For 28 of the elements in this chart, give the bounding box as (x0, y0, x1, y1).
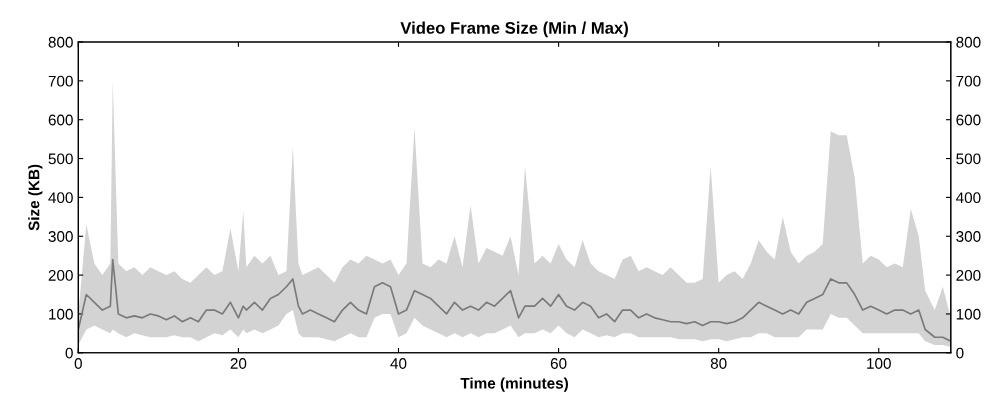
x-tick-label: 80 (710, 358, 727, 369)
y2-tick-label: 600 (956, 114, 981, 126)
y-tick-label: 300 (48, 231, 73, 242)
y2-tick-label: 500 (956, 153, 981, 165)
y-tick-label: 400 (48, 192, 73, 204)
x-tick-label: 100 (867, 358, 891, 369)
x-tick-label: 20 (230, 358, 247, 369)
y-axis-title: Size (KB) (28, 164, 43, 231)
y2-tick-label: 800 (956, 36, 981, 48)
y2-tick-label: 700 (956, 75, 981, 87)
y-tick-label: 0 (65, 347, 73, 359)
y-tick-label: 800 (48, 36, 73, 48)
y2-tick-label: 100 (956, 308, 981, 320)
y-tick-label: 700 (48, 75, 73, 87)
y-tick-label: 600 (48, 114, 73, 126)
y2-tick-label: 0 (956, 347, 964, 359)
y-tick-label: 100 (49, 308, 73, 320)
y-tick-label: 500 (48, 153, 73, 165)
y2-tick-label: 400 (956, 192, 981, 204)
x-tick-label: 40 (390, 358, 407, 369)
x-tick-label: 0 (74, 358, 82, 369)
line-series (78, 258, 951, 342)
y-tick-label: 200 (48, 269, 73, 281)
x-tick-label: 60 (550, 358, 567, 369)
x-axis-title: Time (minutes) (460, 377, 568, 392)
y2-tick-label: 300 (956, 231, 981, 242)
y2-tick-label: 200 (956, 269, 981, 281)
chart-title: Video Frame Size (Min / Max) (400, 21, 628, 38)
